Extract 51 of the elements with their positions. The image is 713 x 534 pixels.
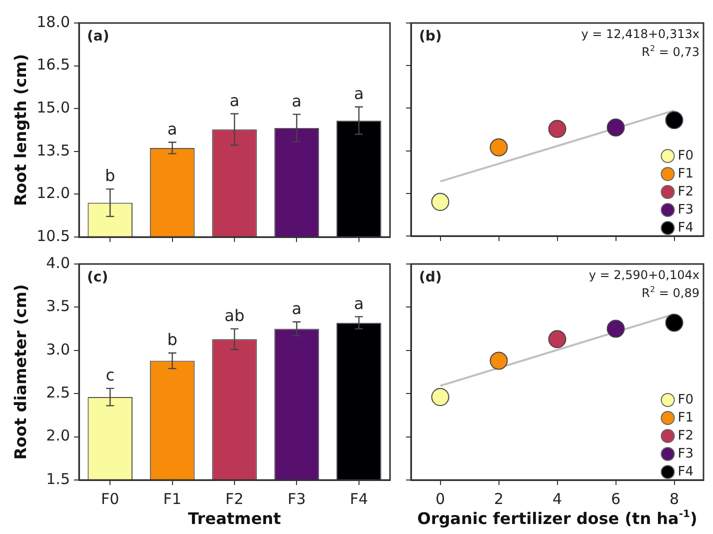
x-tick-label: 6 xyxy=(610,490,621,508)
annotation: (c) xyxy=(87,270,108,286)
data-label: a xyxy=(167,119,178,138)
y-tick-label: 12.0 xyxy=(36,184,70,202)
data-label: a xyxy=(292,299,302,318)
annotation: y = 12,418+0,313x xyxy=(581,27,700,42)
data-label: a xyxy=(354,294,364,313)
legend-label: F3 xyxy=(678,446,694,462)
annotation: (a) xyxy=(87,28,110,45)
x-tick-label: F0 xyxy=(101,490,120,508)
legend-label: F4 xyxy=(678,220,694,236)
x-tick-label: F1 xyxy=(163,490,182,508)
legend-label: F2 xyxy=(678,428,694,444)
annotation: (b) xyxy=(419,28,442,45)
data-label: ab xyxy=(224,306,244,325)
x-tick-label: 4 xyxy=(552,490,562,508)
y-tick-label: 18.0 xyxy=(36,12,70,31)
x-tick-label: 0 xyxy=(435,490,446,508)
y-tick-label: 15.0 xyxy=(36,98,70,116)
x-tick-label: F3 xyxy=(288,490,306,508)
y-tick-label: 16.5 xyxy=(36,56,70,74)
y-tick-label: 4.0 xyxy=(46,254,70,272)
data-label: b xyxy=(105,166,116,186)
annotation: y = 2,590+0,104x xyxy=(588,268,700,282)
legend-label: F3 xyxy=(678,202,694,218)
legend-label: F0 xyxy=(678,392,694,408)
y-tick-label: 3.0 xyxy=(46,340,70,358)
x-axis-title: Treatment xyxy=(188,509,282,528)
data-label: b xyxy=(167,330,178,350)
y-tick-label: 10.5 xyxy=(36,226,70,245)
y-tick-label: 1.5 xyxy=(46,470,70,488)
y-tick-label: 3.5 xyxy=(46,297,70,316)
data-label: a xyxy=(354,84,364,104)
y-axis-title: Root length (cm) xyxy=(11,54,30,206)
y-tick-label: 2.0 xyxy=(46,426,70,445)
legend-label: F1 xyxy=(678,410,694,426)
data-label: a xyxy=(230,90,240,110)
x-tick-label: F4 xyxy=(350,490,368,508)
y-tick-label: 2.5 xyxy=(46,383,70,402)
x-tick-label: F2 xyxy=(225,490,244,508)
legend-label: F4 xyxy=(678,464,694,480)
y-tick-label: 13.5 xyxy=(36,141,70,160)
x-tick-label: 8 xyxy=(669,490,680,508)
x-tick-label: 2 xyxy=(494,490,504,508)
data-label: c xyxy=(106,366,114,385)
legend-label: F1 xyxy=(678,166,694,182)
annotation: (d) xyxy=(419,270,442,286)
legend-label: F0 xyxy=(678,148,694,164)
y-axis-title: Root diameter (cm) xyxy=(11,284,30,460)
legend-label: F2 xyxy=(678,184,694,200)
data-label: a xyxy=(292,91,302,110)
